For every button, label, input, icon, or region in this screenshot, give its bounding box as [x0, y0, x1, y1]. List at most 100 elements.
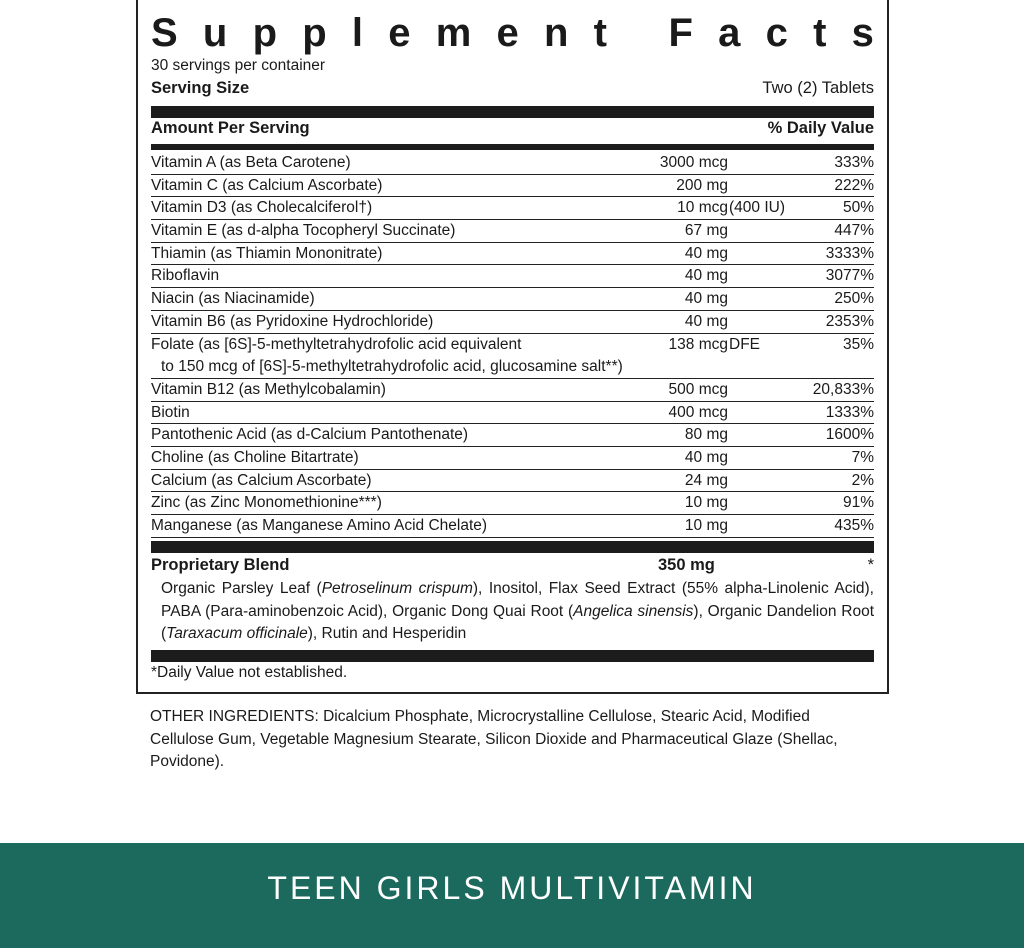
- nutrient-name: Biotin: [151, 403, 190, 421]
- title-letter: p: [302, 11, 327, 55]
- nutrient-row: Pantothenic Acid (as d-Calcium Pantothen…: [151, 424, 874, 447]
- nutrient-row: Biotin 400 mcg 1333%: [151, 402, 874, 425]
- servings-per-container: 30 servings per container: [151, 57, 326, 74]
- nutrient-amount: 40 mg: [684, 244, 728, 262]
- nutrient-amount: 40 mg: [684, 312, 728, 330]
- nutrient-dv: 2353%: [825, 312, 874, 330]
- dv-header: % Daily Value: [767, 119, 874, 137]
- nutrient-amount: 40 mg: [684, 448, 728, 466]
- nutrient-amount: 40 mg: [684, 290, 728, 308]
- product-banner: TEEN GIRLS MULTIVITAMIN: [0, 843, 1024, 948]
- nutrient-dv: 447%: [834, 222, 874, 240]
- thick-divider: [151, 650, 874, 662]
- nutrient-name: Niacin (as Niacinamide): [151, 290, 315, 308]
- nutrient-amount: 80 mg: [684, 426, 728, 444]
- nutrient-dv: 3077%: [825, 267, 874, 285]
- nutrient-dv: 91%: [842, 494, 874, 512]
- title-letter: F: [668, 11, 693, 55]
- nutrient-name: Choline (as Choline Bitartrate): [151, 448, 359, 466]
- amount-header: Amount Per Serving: [151, 119, 310, 137]
- nutrient-row: Manganese (as Manganese Amino Acid Chela…: [151, 515, 874, 538]
- nutrient-row: Thiamin (as Thiamin Mononitrate) 40 mg 333…: [151, 243, 874, 266]
- blend-dv: *: [867, 556, 874, 574]
- nutrient-row: Vitamin A (as Beta Carotene) 3000 mcg 333%: [151, 152, 874, 175]
- nutrient-name: Folate (as [6S]-5-methyltetrahydrofolic …: [151, 335, 522, 353]
- nutrient-dv: 50%: [842, 199, 874, 217]
- serving-size-value: Two (2) Tablets: [762, 79, 874, 97]
- title-letter: u: [202, 11, 228, 55]
- nutrient-amount-extra: (400 IU): [729, 199, 785, 217]
- nutrient-dv: 435%: [834, 517, 874, 535]
- nutrient-row: Vitamin B6 (as Pyridoxine Hydrochloride)…: [151, 311, 874, 334]
- nutrient-name: Vitamin B6 (as Pyridoxine Hydrochloride): [151, 312, 434, 330]
- nutrient-dv: 20,833%: [812, 380, 874, 398]
- nutrient-row: Folate (as [6S]-5-methyltetrahydrofolic …: [151, 334, 874, 379]
- nutrient-name: Zinc (as Zinc Monomethionine***): [151, 494, 382, 512]
- nutrient-row: Zinc (as Zinc Monomethionine***) 10 mg 91%: [151, 492, 874, 516]
- nutrient-row: Vitamin E (as d-alpha Tocopheryl Succina…: [151, 220, 874, 243]
- nutrient-amount: 3000 mcg: [659, 154, 728, 171]
- title-letter: S: [151, 11, 178, 55]
- nutrient-table: Vitamin A (as Beta Carotene) 3000 mcg 333%…: [151, 152, 874, 538]
- nutrient-name: Thiamin (as Thiamin Mononitrate): [151, 244, 383, 262]
- serving-size-label: Serving Size: [151, 79, 250, 97]
- title-letter: p: [252, 11, 277, 55]
- title-letter: l: [351, 11, 363, 55]
- column-header: Amount Per Serving % Daily Value: [151, 119, 874, 138]
- nutrient-name: Calcium (as Calcium Ascorbate): [151, 471, 372, 489]
- nutrient-dv: 333%: [834, 154, 874, 171]
- nutrient-dv: 3333%: [825, 244, 874, 262]
- nutrient-name: Manganese (as Manganese Amino Acid Chela…: [151, 517, 488, 535]
- serving-size: Serving Size Two (2) Tablets: [151, 79, 874, 98]
- nutrient-amount: 40 mg: [684, 267, 728, 285]
- proprietary-blend-row: Proprietary Blend 350 mg *: [151, 556, 874, 575]
- nutrient-amount: 10 mcg: [677, 199, 728, 217]
- title-letter: t: [813, 11, 827, 55]
- nutrient-name: Vitamin B12 (as Methylcobalamin): [151, 380, 386, 398]
- nutrient-name-line2: to 150 mcg of [6S]-5-methyltetrahydrofol…: [161, 357, 623, 375]
- nutrient-dv: 2%: [851, 471, 874, 489]
- nutrient-dv: 35%: [842, 335, 874, 353]
- nutrient-dv: 222%: [834, 176, 874, 194]
- nutrient-name: Riboflavin: [151, 267, 220, 285]
- nutrient-amount: 500 mcg: [668, 380, 728, 398]
- blend-amount: 350 mg: [658, 556, 715, 574]
- nutrient-name: Vitamin A (as Beta Carotene): [151, 154, 351, 171]
- title-letter: e: [388, 11, 411, 55]
- nutrient-amount: 400 mcg: [668, 403, 728, 421]
- nutrient-amount-extra: DFE: [729, 335, 760, 353]
- nutrient-name: Vitamin E (as d-alpha Tocopheryl Succina…: [151, 222, 456, 240]
- nutrient-dv: 1600%: [825, 426, 874, 444]
- thick-divider: [151, 541, 874, 553]
- other-ingredients: OTHER INGREDIENTS: Dicalcium Phosphate, …: [150, 708, 838, 770]
- nutrient-row: Vitamin C (as Calcium Ascorbate) 200 mg 22…: [151, 175, 874, 198]
- nutrient-row: Calcium (as Calcium Ascorbate) 24 mg 2%: [151, 470, 874, 493]
- blend-name: Proprietary Blend: [151, 556, 290, 574]
- title-letter: n: [543, 11, 569, 55]
- nutrient-row: Niacin (as Niacinamide) 40 mg 250%: [151, 288, 874, 311]
- title-letter: m: [435, 11, 472, 55]
- medium-divider: [151, 144, 874, 150]
- nutrient-dv: 7%: [851, 448, 874, 466]
- thick-divider: [151, 106, 874, 118]
- title-letter: c: [765, 11, 788, 55]
- nutrient-dv: 250%: [834, 290, 874, 308]
- product-name: TEEN GIRLS MULTIVITAMIN: [267, 870, 757, 906]
- title-letter: a: [718, 11, 741, 55]
- title-letter: s: [851, 11, 874, 55]
- nutrient-row: Choline (as Choline Bitartrate) 40 mg 7%: [151, 447, 874, 470]
- nutrient-amount: 24 mg: [684, 471, 728, 489]
- title-letter: e: [496, 11, 519, 55]
- nutrient-row: Vitamin B12 (as Methylcobalamin) 500 mcg 2…: [151, 379, 874, 402]
- nutrient-amount: 10 mg: [684, 494, 728, 512]
- blend-ingredients: Organic Parsley Leaf (Petroselinum crisp…: [161, 580, 874, 642]
- nutrient-amount: 67 mg: [684, 222, 728, 240]
- nutrient-row: Riboflavin 40 mg 3077%: [151, 265, 874, 289]
- nutrient-name: Vitamin D3 (as Cholecalciferol†): [151, 199, 373, 217]
- nutrient-name: Vitamin C (as Calcium Ascorbate): [151, 176, 383, 194]
- nutrient-dv: 1333%: [825, 403, 874, 421]
- footnote: *Daily Value not established.: [151, 664, 348, 681]
- title-letter: [632, 10, 643, 56]
